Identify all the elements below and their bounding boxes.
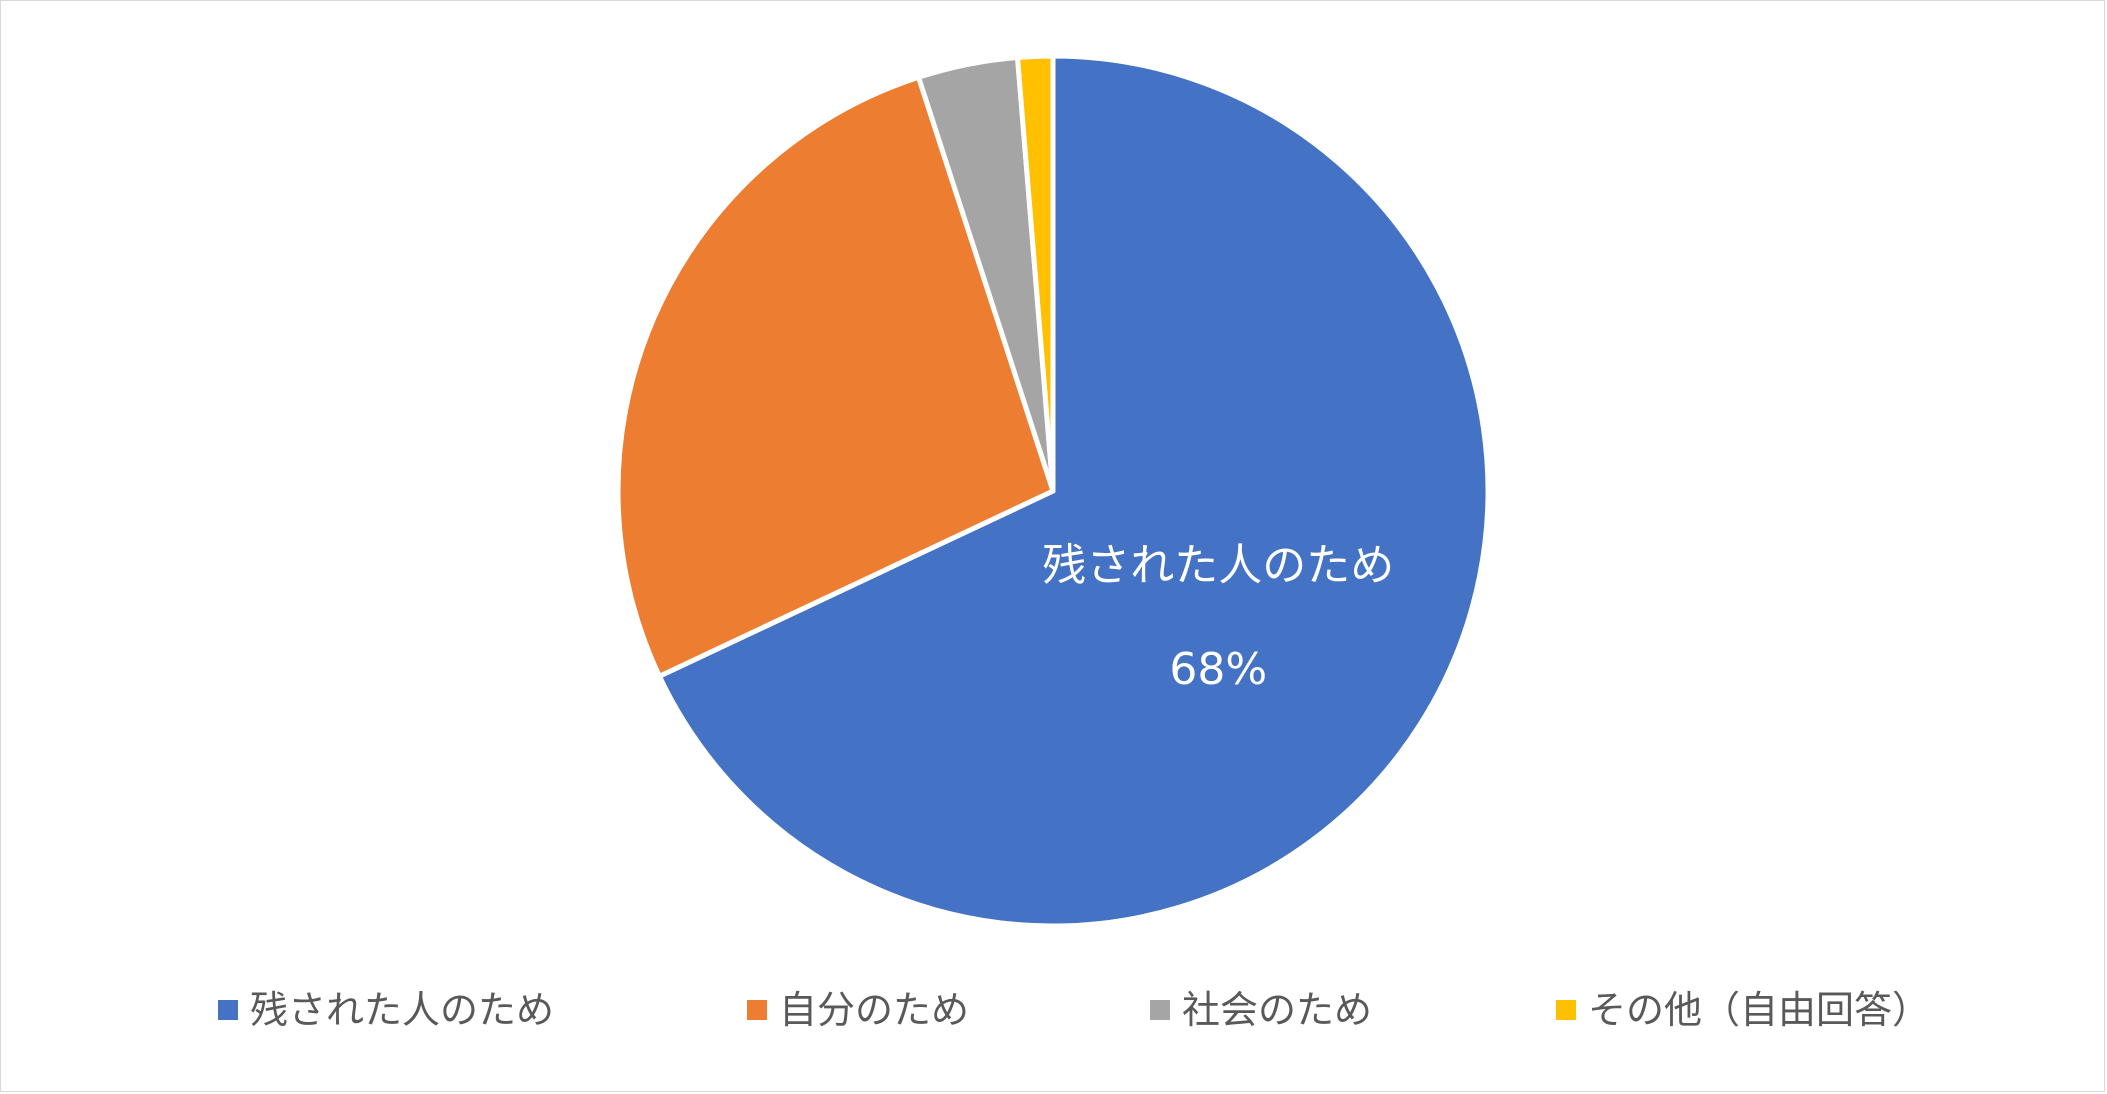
- pie-slice-self: [615, 74, 1056, 679]
- legend: 残された人のため 自分のため 社会のため その他（自由回答）: [0, 975, 2107, 1045]
- legend-label-1: 自分のため: [779, 988, 970, 1032]
- legend-swatch-2: [1150, 1000, 1170, 1020]
- legend-swatch-1: [747, 1000, 767, 1020]
- legend-label-0: 残された人のため: [250, 988, 555, 1032]
- pie-slice-other: [1015, 53, 1056, 494]
- legend-swatch-0: [218, 1000, 238, 1020]
- legend-swatch-3: [1556, 1000, 1576, 1020]
- legend-item-0: 残された人のため: [218, 975, 554, 1045]
- data-label-value-0: 68%: [1169, 644, 1267, 695]
- legend-label-3: その他（自由回答）: [1588, 988, 1931, 1032]
- data-label-name-0: 残された人のため: [1042, 540, 1394, 591]
- legend-label-2: 社会のため: [1182, 988, 1373, 1032]
- legend-item-2: 社会のため: [1150, 975, 1372, 1045]
- legend-item-3: その他（自由回答）: [1556, 975, 1930, 1045]
- legend-item-1: 自分のため: [747, 975, 969, 1045]
- pie-slice-remaining-people: [656, 53, 1491, 929]
